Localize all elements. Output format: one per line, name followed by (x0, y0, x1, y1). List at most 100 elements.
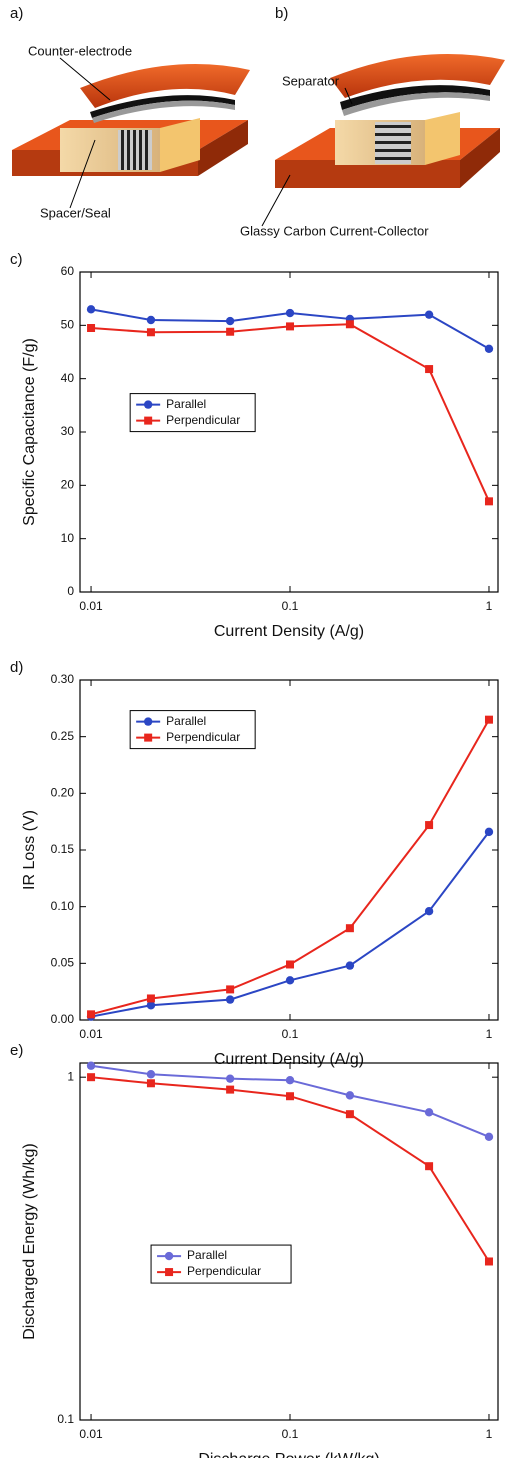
legend-marker (143, 400, 153, 409)
x-tick-label: 0.01 (79, 1427, 103, 1441)
legend-marker (165, 1268, 174, 1277)
marker (484, 827, 494, 837)
y-tick-label: 0.15 (51, 842, 75, 856)
marker (146, 994, 155, 1003)
y-tick-label: 20 (61, 478, 75, 492)
legend-label: Perpendicular (166, 413, 240, 427)
marker (345, 1110, 354, 1119)
y-tick-label: 1 (67, 1069, 74, 1083)
marker (484, 497, 493, 506)
series-line (90, 831, 490, 1018)
marker (345, 961, 355, 970)
marker (87, 1073, 96, 1082)
marker (425, 821, 434, 830)
x-tick-label: 0.1 (282, 599, 299, 613)
series-line (90, 719, 490, 1016)
marker (484, 715, 493, 724)
x-tick-label: 1 (486, 599, 493, 613)
marker (286, 1092, 295, 1101)
x-tick-label: 1 (486, 1027, 493, 1041)
marker (286, 322, 295, 331)
marker (225, 1074, 235, 1083)
marker (425, 365, 434, 374)
y-tick-label: 0.00 (51, 1012, 75, 1026)
marker (146, 328, 155, 337)
marker (425, 1162, 434, 1171)
callout: Glassy Carbon Current-Collector (240, 223, 429, 238)
y-tick-label: 30 (61, 424, 75, 438)
marker (484, 1132, 494, 1142)
marker (285, 976, 295, 985)
marker (225, 316, 235, 326)
y-axis-title: Discharged Energy (Wh/kg) (21, 1143, 38, 1340)
x-tick-label: 1 (486, 1427, 493, 1441)
legend-label: Perpendicular (166, 730, 240, 744)
marker (345, 320, 354, 329)
marker (345, 1091, 355, 1100)
legend-marker (164, 1251, 174, 1261)
illustration-a (12, 57, 250, 209)
legend-label: Perpendicular (187, 1264, 261, 1278)
x-tick-label: 0.1 (282, 1027, 299, 1041)
illustration-b (261, 54, 505, 227)
x-axis-title: Current Density (A/g) (214, 1051, 364, 1068)
x-axis-title: Discharge Power (kW/kg) (198, 1451, 379, 1458)
y-tick-label: 50 (61, 318, 75, 332)
y-axis-title: IR Loss (V) (21, 810, 38, 890)
marker (226, 985, 235, 994)
y-tick-label: 60 (61, 264, 75, 278)
x-tick-label: 0.01 (79, 599, 103, 613)
y-tick-label: 0.25 (51, 729, 75, 743)
marker (226, 1085, 235, 1094)
callout: Counter-electrode (28, 43, 132, 58)
marker (424, 1108, 434, 1117)
legend-box (129, 710, 256, 750)
marker (146, 1001, 156, 1010)
y-tick-label: 0 (67, 584, 74, 598)
legend-marker (144, 733, 153, 742)
marker (226, 327, 235, 336)
legend-marker (143, 717, 153, 726)
x-tick-label: 0.1 (282, 1427, 299, 1441)
marker (87, 1010, 96, 1019)
x-axis-title: Current Density (A/g) (214, 623, 364, 640)
marker (146, 1079, 155, 1088)
y-tick-label: 0.30 (51, 672, 75, 686)
panel-label: e) (10, 1042, 23, 1059)
legend-box (129, 393, 256, 433)
marker (285, 1075, 295, 1085)
marker (87, 324, 96, 332)
y-axis-title: Specific Capacitance (F/g) (21, 338, 38, 526)
marker (225, 995, 235, 1004)
y-tick-label: 0.10 (51, 899, 75, 913)
legend-label: Parallel (166, 397, 206, 411)
legend-marker (144, 416, 153, 425)
marker (424, 907, 434, 916)
x-tick-label: 0.01 (79, 1027, 103, 1041)
marker (484, 344, 494, 353)
marker (146, 1070, 156, 1079)
marker (345, 924, 354, 933)
marker (484, 1257, 493, 1266)
marker (146, 315, 156, 325)
y-tick-label: 0.20 (51, 786, 75, 800)
callout: Separator (282, 73, 340, 88)
y-tick-label: 40 (61, 371, 75, 385)
panel-label: c) (10, 251, 23, 268)
panel-label: b) (275, 5, 288, 22)
marker (424, 310, 434, 319)
legend-label: Parallel (166, 714, 206, 728)
y-tick-label: 0.05 (51, 956, 75, 970)
marker (285, 308, 295, 318)
panel-label: d) (10, 659, 23, 676)
legend-label: Parallel (187, 1248, 227, 1262)
marker (86, 1061, 96, 1070)
legend-box (150, 1244, 292, 1284)
marker (286, 960, 295, 969)
callout: Spacer/Seal (40, 205, 111, 220)
plot-frame (79, 1062, 499, 1421)
panel-label: a) (10, 5, 23, 22)
marker (86, 305, 96, 314)
y-tick-label: 10 (61, 531, 75, 545)
